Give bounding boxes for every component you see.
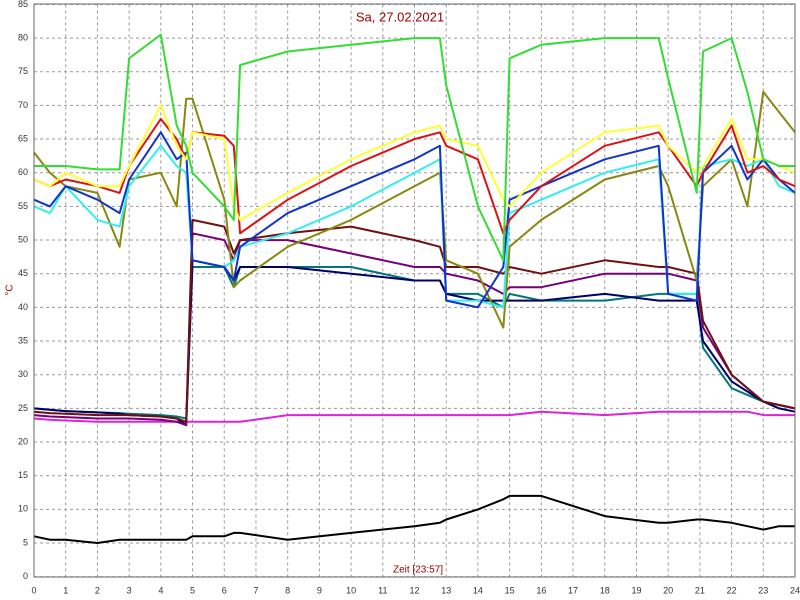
y-tick-label: 80 [18, 32, 28, 42]
y-tick-label: 75 [18, 66, 28, 76]
x-tick-label: 21 [695, 585, 705, 595]
series-line [33, 410, 795, 423]
x-tick-label: 16 [536, 585, 546, 595]
series-line [33, 104, 796, 221]
x-tick-label: 6 [222, 585, 227, 595]
x-tick-label: 8 [285, 585, 290, 595]
x-tick-label: 11 [378, 585, 387, 595]
x-tick-label: 2 [95, 585, 100, 595]
y-tick-label: 85 [18, 0, 28, 9]
series-line [33, 117, 796, 235]
y-tick-label: 0 [23, 571, 28, 581]
x-tick-label: 1 [63, 585, 68, 595]
y-tick-label: 25 [18, 403, 28, 413]
x-tick-label: 23 [758, 585, 768, 595]
series-line [34, 33, 795, 262]
y-tick-label: 20 [18, 436, 28, 446]
x-tick-label: 13 [441, 585, 451, 595]
x-tick-label: 12 [409, 585, 419, 595]
series-line [33, 494, 795, 544]
series-line [33, 131, 796, 309]
y-tick-label: 55 [18, 201, 28, 211]
y-tick-label: 35 [18, 335, 28, 345]
x-tick-label: 19 [631, 585, 641, 595]
x-tick-label: 4 [158, 585, 163, 595]
x-tick-label: 14 [473, 585, 483, 595]
x-tick-label: 9 [317, 585, 322, 595]
y-tick-label: 70 [18, 100, 28, 110]
x-tick-label: 15 [505, 585, 515, 595]
x-tick-label: 10 [346, 585, 356, 595]
y-tick-label: 60 [18, 167, 28, 177]
x-tick-label: 20 [663, 585, 673, 595]
x-tick-label: 7 [253, 585, 258, 595]
series-line [33, 218, 796, 423]
y-tick-label: 5 [23, 537, 28, 547]
y-tick-label: 30 [18, 369, 28, 379]
x-axis-label: Zeit [23:57] [393, 565, 443, 576]
x-tick-label: 3 [127, 585, 132, 595]
chart-title: Sa, 27.02.2021 [356, 9, 444, 24]
y-tick-label: 40 [18, 302, 28, 312]
x-tick-label: 18 [600, 585, 610, 595]
y-tick-label: 50 [18, 234, 28, 244]
x-tick-label: 17 [568, 585, 578, 595]
y-tick-label: 15 [18, 470, 28, 480]
plot-frame [33, 3, 796, 578]
x-tick-label: 22 [727, 585, 737, 595]
plot-lines [33, 33, 796, 544]
y-tick-label: 65 [18, 133, 28, 143]
x-tick-label: 0 [31, 585, 36, 595]
x-tick-label: 24 [790, 585, 800, 595]
y-tick-label: 10 [18, 504, 28, 514]
x-tick-label: 5 [190, 585, 195, 595]
y-tick-label: 45 [18, 268, 28, 278]
y-axis-label: °C [5, 284, 16, 295]
